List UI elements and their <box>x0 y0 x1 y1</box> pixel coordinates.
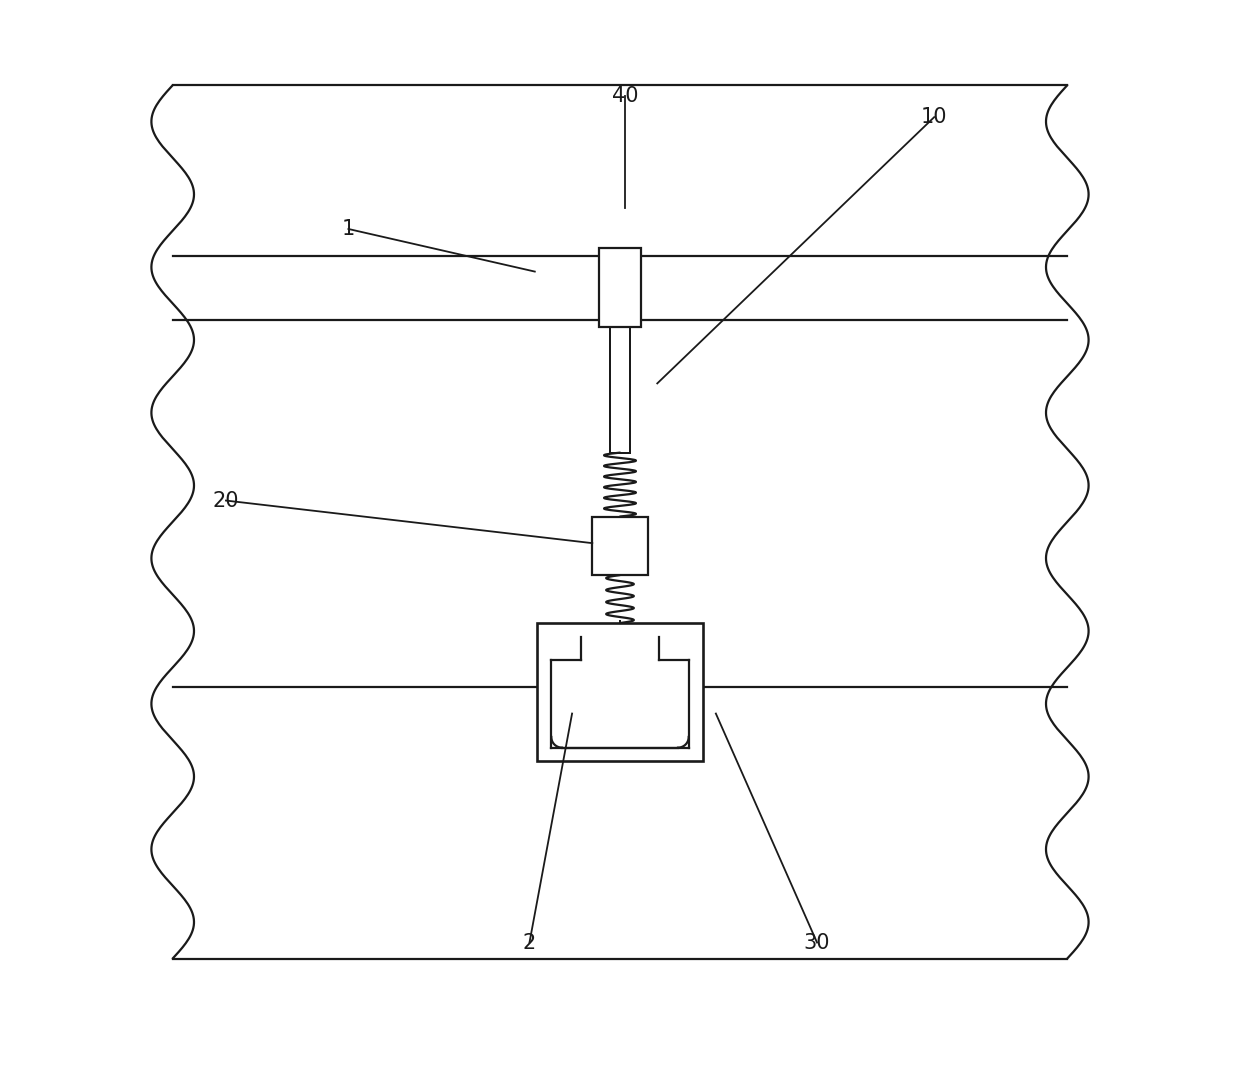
Text: 1: 1 <box>342 219 355 239</box>
Text: 10: 10 <box>921 108 947 127</box>
Text: 30: 30 <box>804 933 831 952</box>
Bar <box>610 328 630 453</box>
Bar <box>593 517 647 575</box>
Bar <box>599 247 641 328</box>
Text: 2: 2 <box>523 933 536 952</box>
Text: 20: 20 <box>213 491 239 510</box>
Text: 40: 40 <box>613 86 639 105</box>
Bar <box>537 623 703 761</box>
